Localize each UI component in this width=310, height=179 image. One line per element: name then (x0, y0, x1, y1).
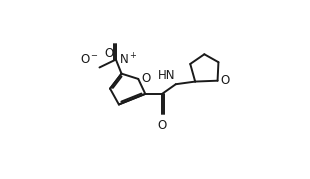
Text: HN: HN (157, 69, 175, 83)
Text: O: O (220, 74, 229, 87)
Text: O: O (104, 47, 114, 60)
Text: N$^+$: N$^+$ (119, 52, 138, 67)
Text: O: O (141, 72, 150, 84)
Text: O: O (157, 118, 167, 132)
Text: O$^-$: O$^-$ (80, 53, 99, 66)
